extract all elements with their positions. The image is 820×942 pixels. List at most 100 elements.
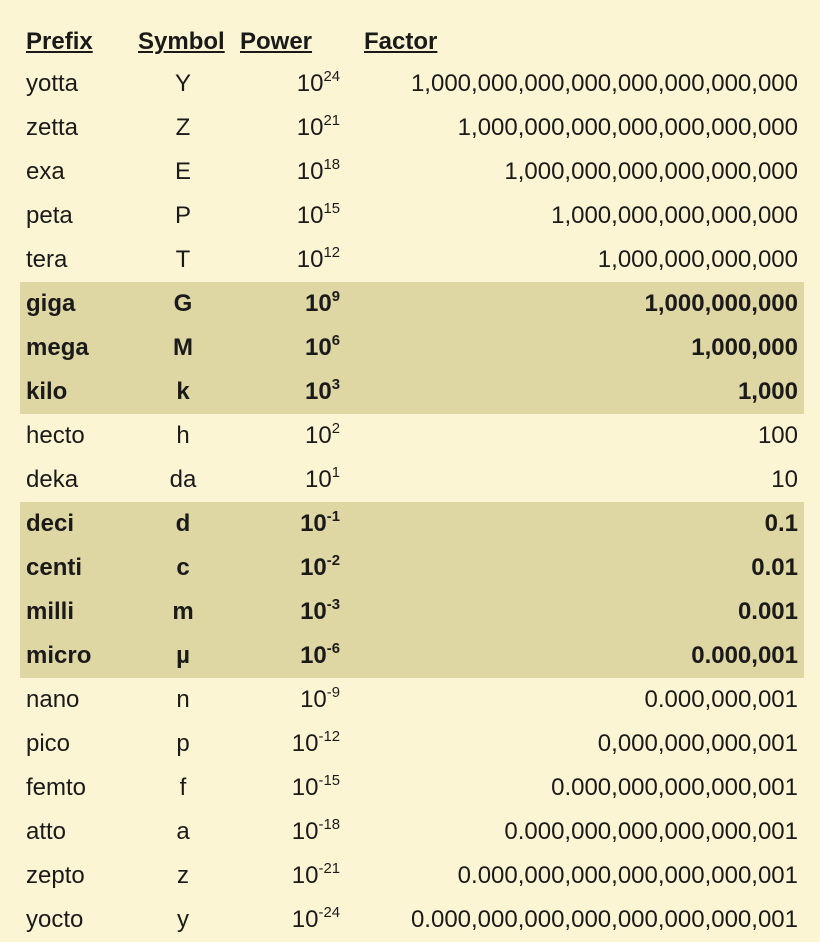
power-exponent: 3 <box>332 377 340 393</box>
table-row: hectoh102100 <box>20 414 804 458</box>
cell-factor: 1,000,000,000,000,000,000,000 <box>358 106 804 150</box>
cell-power: 10-2 <box>234 546 358 590</box>
cell-factor: 1,000,000,000,000,000,000,000,000 <box>358 62 804 106</box>
cell-symbol: P <box>132 194 234 238</box>
cell-factor: 10 <box>358 458 804 502</box>
cell-symbol: da <box>132 458 234 502</box>
si-prefix-table: Prefix Symbol Power Factor yottaY10241,0… <box>20 24 804 942</box>
power-base: 10 <box>292 726 319 762</box>
cell-prefix: deci <box>20 502 132 546</box>
cell-factor: 0.000,000,001 <box>358 678 804 722</box>
table-row: teraT10121,000,000,000,000 <box>20 238 804 282</box>
cell-prefix: femto <box>20 766 132 810</box>
cell-factor: 0.1 <box>358 502 804 546</box>
cell-factor: 1,000 <box>358 370 804 414</box>
power-exponent: -2 <box>327 553 340 569</box>
power-base: 10 <box>305 418 332 454</box>
table-row: yottaY 1024 1,000,000,000,000,000,000,000,… <box>20 62 804 106</box>
cell-power: 1012 <box>234 238 358 282</box>
table-row: gigaG1091,000,000,000 <box>20 282 804 326</box>
table-row: kilok1031,000 <box>20 370 804 414</box>
cell-power: 10-6 <box>234 634 358 678</box>
cell-factor: 1,000,000,000,000,000 <box>358 194 804 238</box>
cell-symbol: a <box>132 810 234 854</box>
cell-symbol: p <box>132 722 234 766</box>
header-symbol: Symbol <box>132 24 234 62</box>
table-row: picop10-120,000,000,000,001 <box>20 722 804 766</box>
table-row: femtof10-150.000,000,000,000,001 <box>20 766 804 810</box>
power-base: 10 <box>297 198 324 234</box>
cell-power: 1015 <box>234 194 358 238</box>
table-row: exaE10181,000,000,000,000,000,000 <box>20 150 804 194</box>
power-exponent: 12 <box>323 245 340 261</box>
cell-prefix: centi <box>20 546 132 590</box>
cell-symbol: Y <box>132 62 234 106</box>
cell-factor: 0.000,000,000,000,000,000,000,001 <box>358 898 804 942</box>
power-exponent: 21 <box>323 113 340 129</box>
cell-prefix: atto <box>20 810 132 854</box>
power-base: 10 <box>305 374 332 410</box>
cell-prefix: milli <box>20 590 132 634</box>
cell-power: 10-21 <box>234 854 358 898</box>
cell-factor: 0.000,001 <box>358 634 804 678</box>
cell-factor: 0.001 <box>358 590 804 634</box>
power-exponent: -9 <box>327 685 340 701</box>
cell-factor: 0.000,000,000,000,000,000,001 <box>358 854 804 898</box>
power-exponent: -3 <box>327 597 340 613</box>
power-exponent: 9 <box>332 289 340 305</box>
cell-power: 103 <box>234 370 358 414</box>
cell-prefix: pico <box>20 722 132 766</box>
power-exponent: -21 <box>319 861 341 877</box>
cell-symbol: n <box>132 678 234 722</box>
cell-symbol: k <box>132 370 234 414</box>
cell-factor: 1,000,000,000 <box>358 282 804 326</box>
power-base: 10 <box>305 462 332 498</box>
power-exponent: -1 <box>327 509 340 525</box>
cell-factor: 0.000,000,000,000,001 <box>358 766 804 810</box>
power-base: 10 <box>297 66 324 102</box>
cell-prefix: yotta <box>20 62 132 106</box>
power-exponent: 15 <box>323 201 340 217</box>
cell-power: 109 <box>234 282 358 326</box>
table-row: megaM1061,000,000 <box>20 326 804 370</box>
header-factor: Factor <box>358 24 804 62</box>
power-exponent: -18 <box>319 817 341 833</box>
power-exponent: 24 <box>323 69 340 85</box>
cell-power: 10-9 <box>234 678 358 722</box>
header-row: Prefix Symbol Power Factor <box>20 24 804 62</box>
power-base: 10 <box>300 682 327 718</box>
cell-power: 106 <box>234 326 358 370</box>
power-exponent: 18 <box>323 157 340 173</box>
cell-factor: 0.01 <box>358 546 804 590</box>
table-row: dekada10110 <box>20 458 804 502</box>
cell-power: 1018 <box>234 150 358 194</box>
power-base: 10 <box>297 154 324 190</box>
power-base: 10 <box>297 242 324 278</box>
cell-symbol: y <box>132 898 234 942</box>
cell-factor: 1,000,000 <box>358 326 804 370</box>
power-base: 10 <box>305 330 332 366</box>
cell-power: 10-24 <box>234 898 358 942</box>
power-exponent: 1 <box>332 465 340 481</box>
power-base: 10 <box>292 770 319 806</box>
table-row: attoa10-180.000,000,000,000,000,001 <box>20 810 804 854</box>
cell-power: 1021 <box>234 106 358 150</box>
table-row: yoctoy10-240.000,000,000,000,000,000,000… <box>20 898 804 942</box>
cell-symbol: M <box>132 326 234 370</box>
cell-prefix: yocto <box>20 898 132 942</box>
cell-symbol: Z <box>132 106 234 150</box>
cell-symbol: T <box>132 238 234 282</box>
cell-factor: 0.000,000,000,000,000,001 <box>358 810 804 854</box>
power-base: 10 <box>305 286 332 322</box>
cell-symbol: h <box>132 414 234 458</box>
cell-prefix: peta <box>20 194 132 238</box>
cell-prefix: giga <box>20 282 132 326</box>
cell-prefix: mega <box>20 326 132 370</box>
cell-symbol: m <box>132 590 234 634</box>
table-row: centic10-20.01 <box>20 546 804 590</box>
cell-power: 10-1 <box>234 502 358 546</box>
cell-prefix: micro <box>20 634 132 678</box>
power-base: 10 <box>300 550 327 586</box>
header-power: Power <box>234 24 358 62</box>
cell-power: 101 <box>234 458 358 502</box>
